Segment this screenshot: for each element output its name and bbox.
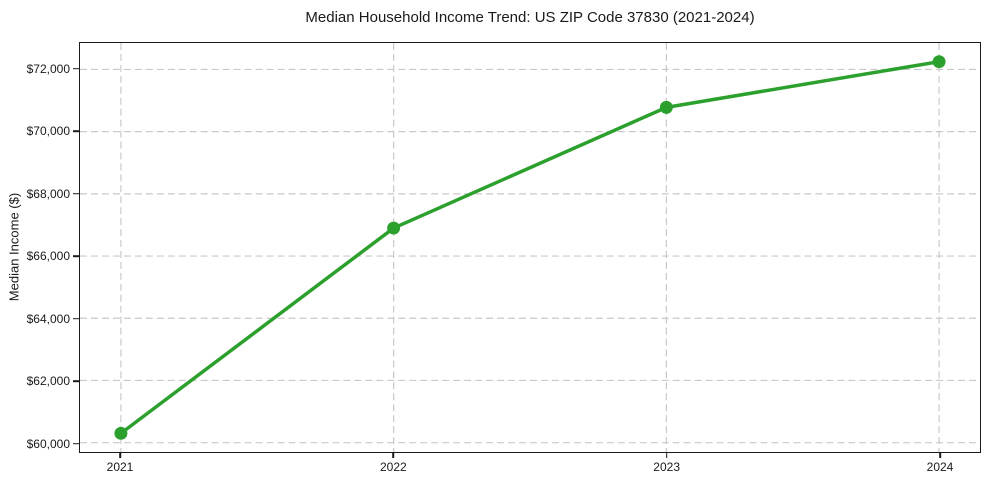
x-tick-mark <box>665 452 668 458</box>
y-tick-mark <box>73 67 79 70</box>
y-tick-mark <box>73 380 79 382</box>
x-tick-mark <box>939 452 941 458</box>
y-tick-label: $68,000 <box>26 186 70 201</box>
y-tick-mark <box>73 442 79 445</box>
y-tick-mark <box>73 255 79 257</box>
y-tick-label: $62,000 <box>26 374 70 389</box>
x-tick-mark <box>392 452 395 458</box>
chart-title: Median Household Income Trend: US ZIP Co… <box>305 9 755 26</box>
x-tick-label: 2024 <box>926 460 954 474</box>
plot-area <box>79 42 981 453</box>
data-point-2022 <box>387 221 401 235</box>
y-tick-label: $70,000 <box>26 124 70 139</box>
y-tick-mark <box>73 192 79 195</box>
y-tick-mark <box>73 130 79 132</box>
income-trend-line-chart <box>80 43 980 452</box>
data-point-2021 <box>114 426 128 440</box>
income-trend-line <box>119 59 941 436</box>
x-tick-label: 2021 <box>106 460 134 474</box>
x-tick-mark <box>119 452 121 458</box>
y-tick-mark <box>73 317 79 320</box>
y-tick-label: $64,000 <box>26 311 70 326</box>
data-point-2023 <box>659 100 673 114</box>
data-point-2024 <box>932 55 946 69</box>
y-tick-label: $72,000 <box>26 61 70 76</box>
x-tick-label: 2022 <box>379 460 407 474</box>
y-tick-label: $60,000 <box>26 436 70 451</box>
y-tick-label: $66,000 <box>26 249 70 264</box>
x-tick-label: 2023 <box>653 460 681 474</box>
y-axis-label: Median Income ($) <box>6 192 22 302</box>
